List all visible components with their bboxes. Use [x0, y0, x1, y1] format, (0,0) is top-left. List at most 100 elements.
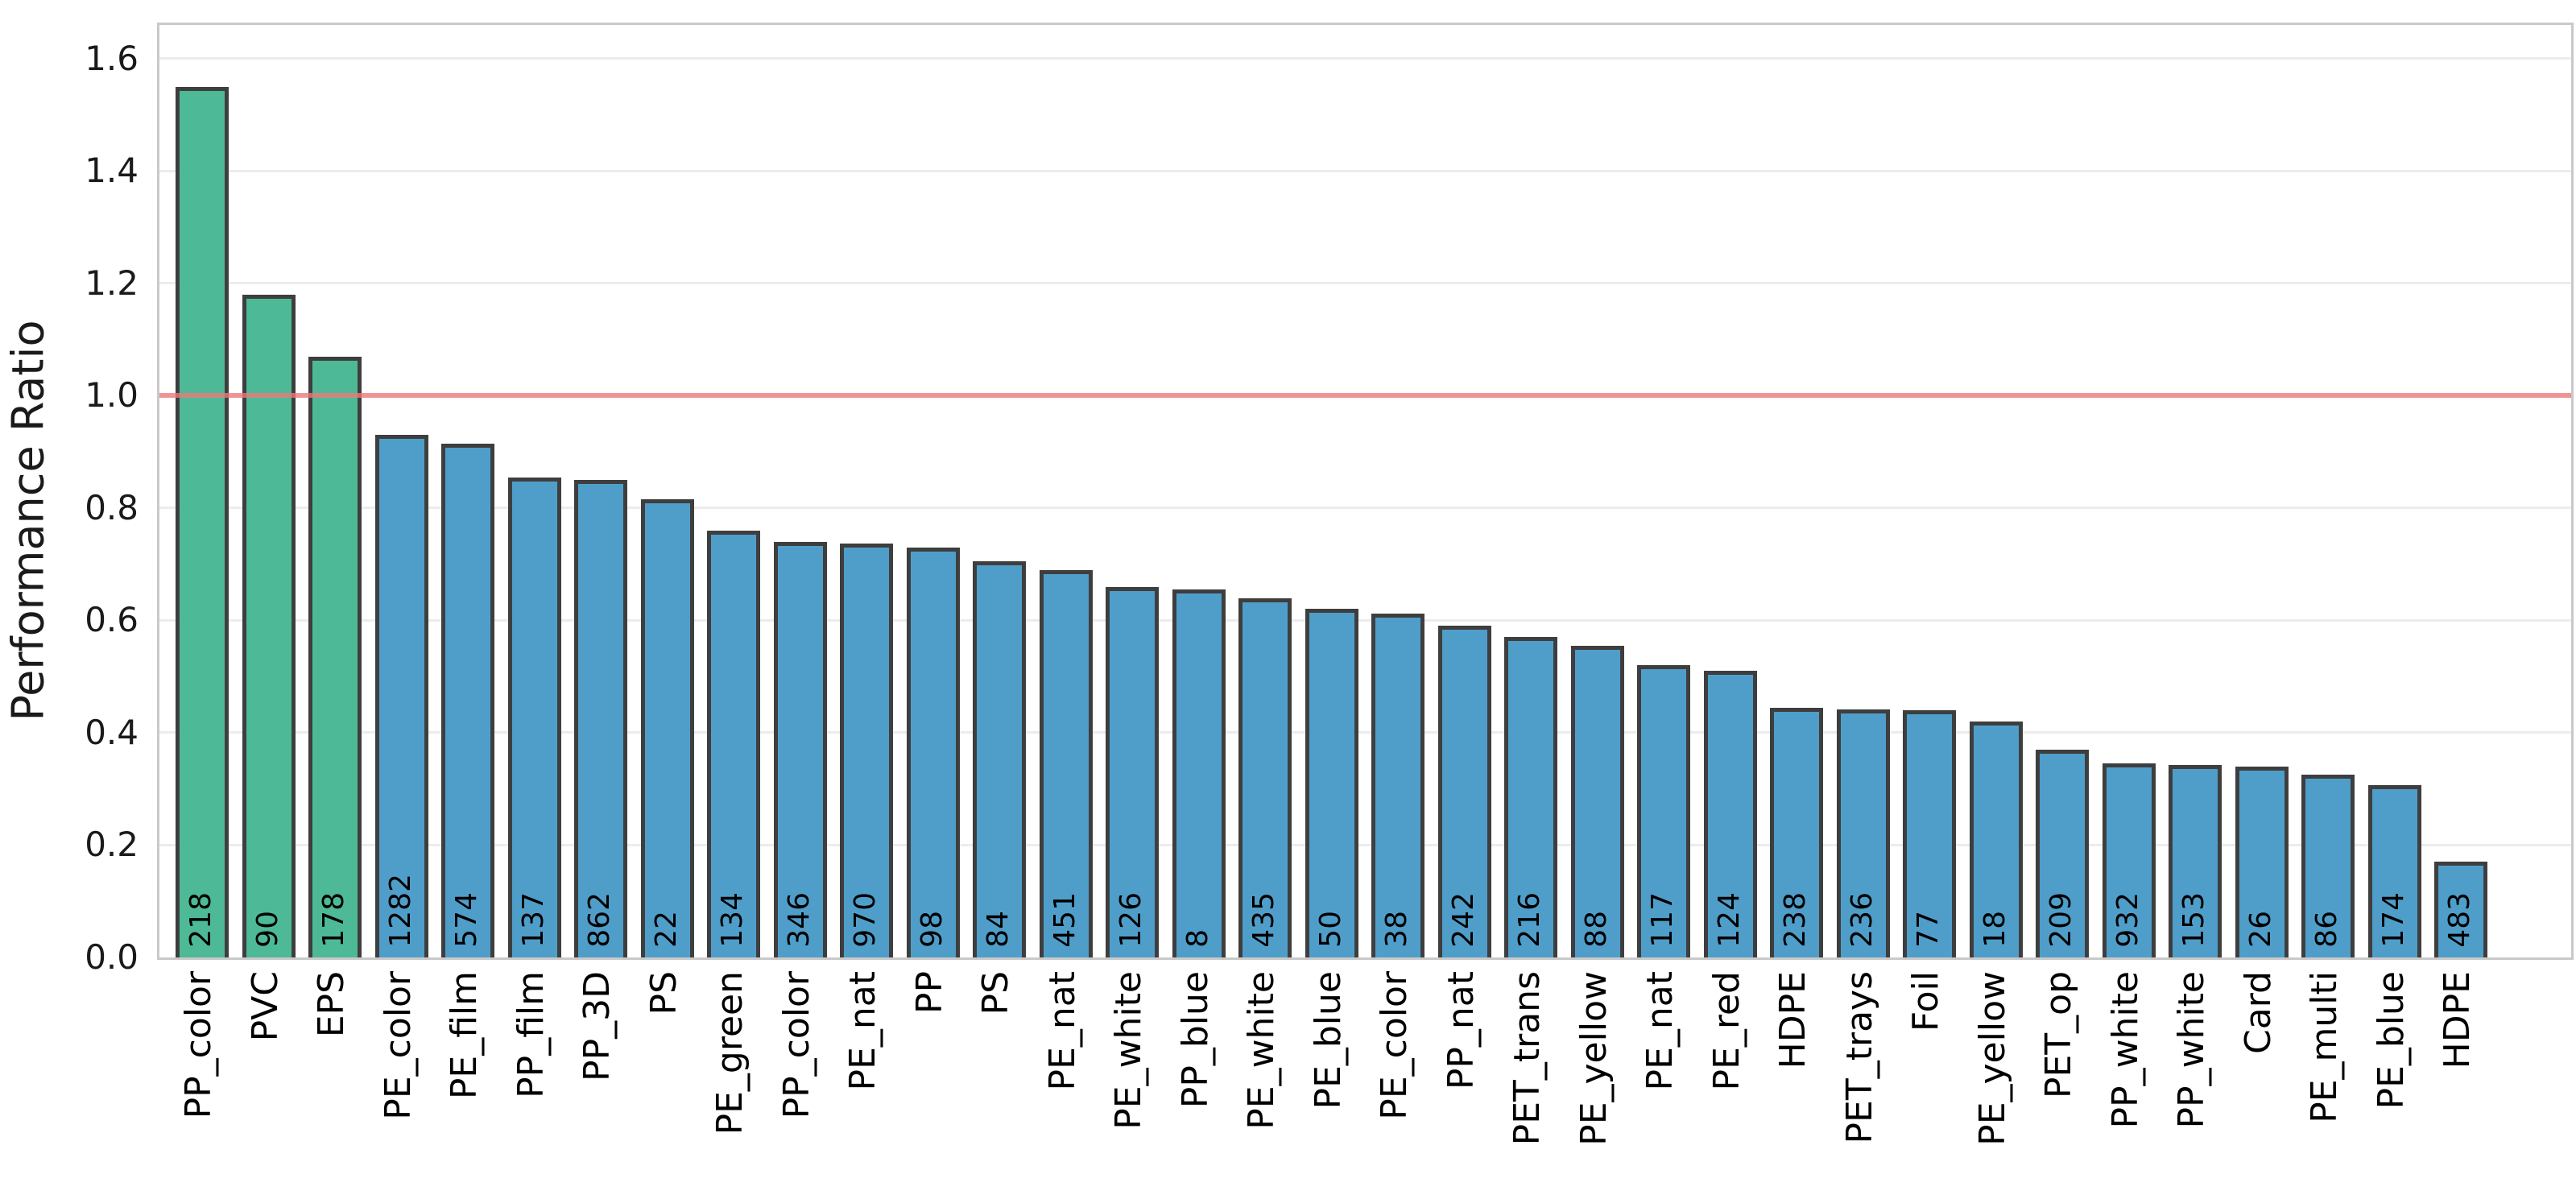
- x-label-PP_3D: PP_3D: [577, 971, 618, 1081]
- bar-count-label: 22: [649, 911, 683, 948]
- bar-Card: [2235, 767, 2289, 957]
- x-label-PE_blue: PE_blue: [1307, 971, 1349, 1110]
- x-label-PET_trans: PET_trans: [1507, 971, 1548, 1146]
- x-label-PE_film: PE_film: [444, 971, 485, 1100]
- bar-PP_color: [176, 87, 229, 957]
- bar-count-label: 216: [1513, 892, 1546, 948]
- bar-HDPE: [2434, 862, 2487, 957]
- bar-count-label: 242: [1446, 892, 1480, 948]
- x-label-PS: PS: [643, 971, 684, 1015]
- bar-count-label: 117: [1646, 892, 1679, 948]
- x-label-Foil: Foil: [1905, 971, 1946, 1032]
- bar-count-label: 862: [583, 892, 616, 948]
- x-label-EPS: EPS: [311, 971, 352, 1038]
- bar-PE_nat: [840, 544, 893, 957]
- bar-PP_white: [2102, 763, 2156, 957]
- x-label-PET_trays: PET_trays: [1838, 971, 1880, 1144]
- x-label-PE_red: PE_red: [1706, 971, 1747, 1091]
- gridline-y-0.6: [159, 618, 2571, 622]
- bar-count-label: 26: [2243, 911, 2277, 948]
- bar-PE_nat: [1637, 665, 1690, 957]
- bar-PE_green: [707, 531, 760, 957]
- gridline-y-1.2: [159, 282, 2571, 285]
- x-label-PP_film: PP_film: [510, 971, 552, 1098]
- x-label-PE_nat: PE_nat: [1041, 971, 1083, 1091]
- bar-PE_white: [1238, 598, 1292, 957]
- bar-PE_color: [374, 435, 428, 957]
- bar-count-label: 86: [2310, 911, 2343, 948]
- x-label-PP_color: PP_color: [775, 971, 817, 1119]
- gridline-y-0.4: [159, 731, 2571, 734]
- bar-PE_nat: [1039, 570, 1093, 957]
- bar-count-label: 483: [2443, 892, 2476, 948]
- bar-count-label: 38: [1380, 911, 1413, 948]
- bar-PE_yellow: [1570, 646, 1624, 957]
- y-tick-label-0.6: 0.6: [85, 600, 139, 640]
- x-label-PP_white: PP_white: [2171, 971, 2212, 1129]
- y-tick-label-0.0: 0.0: [85, 937, 139, 977]
- bar-count-label: 932: [2111, 892, 2144, 948]
- x-label-PE_nat: PE_nat: [1639, 971, 1681, 1091]
- bar-count-label: 346: [782, 892, 816, 948]
- bar-count-label: 126: [1114, 892, 1147, 948]
- bar-PE_film: [441, 444, 494, 957]
- bar-Foil: [1903, 710, 1956, 957]
- x-label-PP_nat: PP_nat: [1440, 971, 1482, 1090]
- x-label-PE_yellow: PE_yellow: [1573, 971, 1615, 1146]
- x-label-PP: PP: [908, 971, 950, 1015]
- bar-count-label: 77: [1912, 911, 1945, 948]
- bar-PE_blue: [2367, 785, 2421, 957]
- x-label-HDPE: HDPE: [2437, 971, 2478, 1069]
- bar-PP_blue: [1172, 589, 1226, 957]
- x-label-PE_white: PE_white: [1108, 971, 1149, 1130]
- bar-count-label: 98: [915, 911, 949, 948]
- bar-HDPE: [1770, 708, 1823, 957]
- bar-PP_white: [2169, 765, 2222, 957]
- bar-PP_nat: [1437, 626, 1491, 957]
- x-label-PVC: PVC: [244, 971, 286, 1042]
- bar-PE_multi: [2301, 775, 2355, 957]
- x-label-PE_multi: PE_multi: [2304, 971, 2345, 1123]
- bar-count-label: 970: [849, 892, 882, 948]
- bar-PP_color: [773, 542, 827, 957]
- x-label-PE_color: PE_color: [1374, 971, 1415, 1120]
- bar-count-label: 236: [1845, 892, 1879, 948]
- gridline-y-0.2: [159, 843, 2571, 846]
- bar-count-label: 18: [1978, 911, 2012, 948]
- y-tick-label-1.6: 1.6: [85, 38, 139, 78]
- bar-PS: [640, 499, 694, 957]
- y-tick-label-0.2: 0.2: [85, 825, 139, 865]
- bar-count-label: 124: [1712, 892, 1746, 948]
- x-label-PE_blue: PE_blue: [2370, 971, 2412, 1110]
- bar-count-label: 137: [516, 892, 550, 948]
- bar-count-label: 209: [2045, 892, 2078, 948]
- bar-PE_red: [1703, 671, 1757, 957]
- bar-count-label: 238: [1779, 892, 1812, 948]
- x-label-PE_white: PE_white: [1241, 971, 1282, 1130]
- x-label-PE_color: PE_color: [377, 971, 419, 1120]
- gridline-y-1.4: [159, 169, 2571, 172]
- y-tick-label-0.4: 0.4: [85, 712, 139, 752]
- bar-count-label: 451: [1048, 892, 1081, 948]
- x-label-PS: PS: [975, 971, 1016, 1015]
- bar-count-label: 435: [1247, 892, 1280, 948]
- bar-count-label: 8: [1180, 929, 1214, 948]
- bar-PP: [906, 548, 960, 957]
- x-label-PE_green: PE_green: [709, 971, 750, 1135]
- bar-count-label: 178: [317, 892, 350, 948]
- reference-line-1.0: [159, 393, 2571, 399]
- bar-PET_op: [2036, 750, 2089, 957]
- bar-count-label: 90: [250, 911, 284, 948]
- bar-PP_film: [507, 478, 561, 957]
- bar-PS: [973, 561, 1026, 957]
- x-label-PP_color: PP_color: [178, 971, 219, 1119]
- y-tick-label-1.4: 1.4: [85, 151, 139, 191]
- x-label-Card: Card: [2237, 971, 2279, 1054]
- bar-count-label: 153: [2177, 892, 2210, 948]
- y-tick-label-1.2: 1.2: [85, 263, 139, 303]
- bar-count-label: 88: [1579, 911, 1613, 948]
- bar-count-label: 574: [450, 892, 483, 948]
- gridline-y-1.6: [159, 57, 2571, 60]
- bar-PP_3D: [574, 480, 627, 957]
- bar-PVC: [242, 295, 296, 957]
